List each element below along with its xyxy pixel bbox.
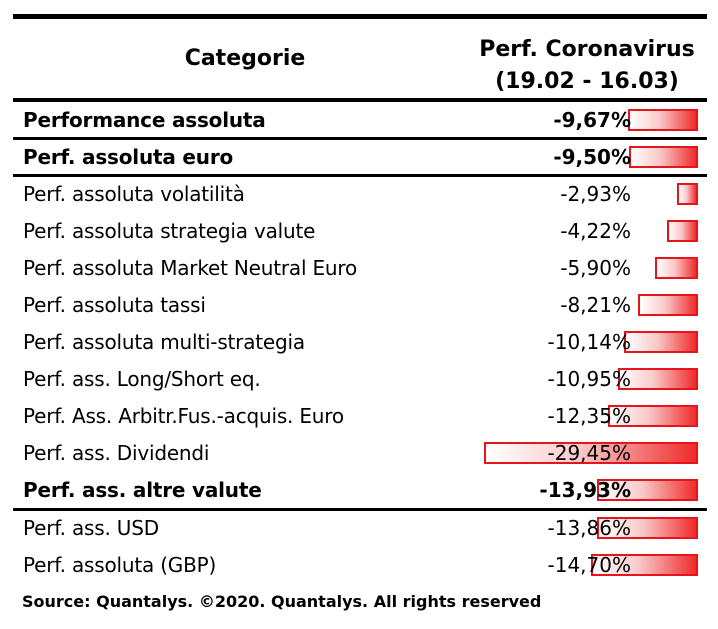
table-row: Perf. assoluta (GBP) -14,70% (13, 547, 707, 583)
performance-bar (597, 479, 698, 501)
performance-value: -10,14% (547, 330, 631, 354)
performance-bar (629, 146, 698, 168)
performance-value: -8,21% (560, 293, 631, 317)
performance-value: -29,45% (547, 441, 631, 465)
category-label: Perf. assoluta multi-strategia (23, 330, 305, 354)
performance-value: -5,90% (560, 256, 631, 280)
performance-value: -12,35% (547, 404, 631, 428)
row-separator (13, 137, 707, 140)
performance-value: -13,93% (539, 478, 631, 502)
performance-bar (628, 109, 698, 131)
performance-bar (608, 405, 698, 427)
table-row: Perf. assoluta euro -9,50% (13, 139, 707, 175)
performance-value: -2,93% (560, 182, 631, 206)
performance-bar (677, 183, 698, 205)
performance-bar (638, 294, 698, 316)
category-label: Perf. assoluta Market Neutral Euro (23, 256, 358, 280)
performance-value: -14,70% (547, 553, 631, 577)
perf-header-line2: (19.02 - 16.03) (495, 69, 679, 94)
category-label: Perf. ass. Long/Short eq. (23, 367, 261, 391)
perf-header-line1: Perf. Coronavirus (479, 37, 695, 62)
perf-header: Perf. Coronavirus (19.02 - 16.03) (462, 34, 712, 98)
category-label: Perf. assoluta strategia valute (23, 219, 316, 243)
performance-value: -9,67% (553, 108, 631, 132)
category-label: Perf. assoluta volatilità (23, 182, 245, 206)
performance-value: -9,50% (553, 145, 631, 169)
source-note: Source: Quantalys. ©2020. Quantalys. All… (22, 592, 542, 611)
performance-bar (655, 257, 698, 279)
row-separator (13, 508, 707, 511)
performance-bar (484, 442, 698, 464)
category-header: Categorie (184, 46, 306, 71)
table-row: Perf. assoluta strategia valute -4,22% (13, 213, 707, 249)
table-row: Perf. Ass. Arbitr.Fus.-acquis. Euro -12,3… (13, 398, 707, 434)
performance-bar (591, 554, 698, 576)
table-row: Perf. ass. Dividendi -29,45% (13, 435, 707, 471)
category-label: Perf. ass. USD (23, 516, 159, 540)
category-label: Performance assoluta (23, 108, 266, 132)
category-label: Perf. ass. altre valute (23, 478, 262, 502)
performance-bar (624, 331, 698, 353)
performance-bar (618, 368, 698, 390)
table-row: Perf. ass. Long/Short eq. -10,95% (13, 361, 707, 397)
performance-bar (667, 220, 698, 242)
header-rule (13, 98, 707, 102)
category-label: Perf. assoluta (GBP) (23, 553, 217, 577)
table-row: Perf. assoluta volatilità -2,93% (13, 176, 707, 212)
row-separator (13, 174, 707, 177)
category-label: Perf. Ass. Arbitr.Fus.-acquis. Euro (23, 404, 344, 428)
performance-value: -10,95% (547, 367, 631, 391)
table-row: Performance assoluta -9,67% (13, 102, 707, 138)
category-label: Perf. assoluta tassi (23, 293, 206, 317)
table-row: Perf. assoluta tassi -8,21% (13, 287, 707, 323)
top-rule (13, 14, 707, 19)
category-label: Perf. assoluta euro (23, 145, 234, 169)
table-row: Perf. ass. USD -13,86% (13, 510, 707, 546)
table-row: Perf. ass. altre valute -13,93% (13, 472, 707, 508)
category-label: Perf. ass. Dividendi (23, 441, 210, 465)
table-row: Perf. assoluta multi-strategia -10,14% (13, 324, 707, 360)
performance-value: -4,22% (560, 219, 631, 243)
performance-bar (597, 517, 698, 539)
table-row: Perf. assoluta Market Neutral Euro -5,90% (13, 250, 707, 286)
performance-value: -13,86% (547, 516, 631, 540)
